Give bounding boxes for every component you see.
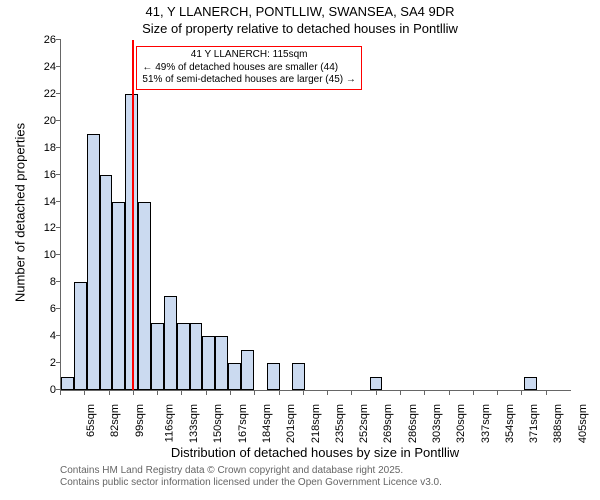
histogram-bar <box>61 377 74 390</box>
histogram-bar <box>177 323 190 390</box>
x-tick-mark <box>84 390 85 395</box>
x-axis: 65sqm 82sqm 99sqm 116sqm 133sqm 150sqm 167sqm 1… <box>60 390 570 445</box>
histogram-bar <box>112 202 125 390</box>
y-tick-label: 22 <box>0 88 56 100</box>
x-tick-mark <box>279 390 280 395</box>
x-tick-mark <box>351 390 352 395</box>
histogram-bar <box>202 336 215 390</box>
histogram-bar <box>215 336 228 390</box>
histogram-bar <box>292 363 305 390</box>
x-tick-label: 218sqm <box>310 404 322 443</box>
x-tick-mark <box>303 390 304 395</box>
x-tick-label: 82sqm <box>109 404 121 437</box>
histogram-bar <box>151 323 164 390</box>
x-tick-mark <box>254 390 255 395</box>
histogram-bar <box>138 202 151 390</box>
x-tick-mark <box>230 390 231 395</box>
x-tick-label: 371sqm <box>528 404 540 443</box>
histogram-bar <box>100 175 113 390</box>
x-tick-mark <box>424 390 425 395</box>
histogram-bar <box>190 323 203 390</box>
x-tick-mark <box>327 390 328 395</box>
x-tick-label: 65sqm <box>85 404 97 437</box>
x-tick-mark <box>109 390 110 395</box>
y-tick-label: 14 <box>0 196 56 208</box>
annotation-line: 41 Y LLANERCH: 115sqm <box>142 49 355 62</box>
y-tick-label: 12 <box>0 222 56 234</box>
property-marker-line <box>132 40 134 390</box>
y-tick-label: 8 <box>0 276 56 288</box>
x-tick-label: 252sqm <box>358 404 370 443</box>
annotation-line: 51% of semi-detached houses are larger (… <box>142 74 355 87</box>
x-tick-mark <box>376 390 377 395</box>
y-tick-label: 10 <box>0 249 56 261</box>
y-tick-label: 6 <box>0 303 56 315</box>
annotation-line: ← 49% of detached houses are smaller (44… <box>142 62 355 75</box>
histogram-bar <box>87 134 100 390</box>
x-tick-mark <box>497 390 498 395</box>
x-tick-label: 235sqm <box>334 404 346 443</box>
footer-line-1: Contains HM Land Registry data © Crown c… <box>60 465 442 477</box>
title-line-2: Size of property relative to detached ho… <box>0 21 600 38</box>
x-tick-label: 388sqm <box>553 404 565 443</box>
histogram-bar <box>241 350 254 390</box>
y-tick-label: 2 <box>0 357 56 369</box>
y-tick-label: 20 <box>0 115 56 127</box>
y-tick-label: 4 <box>0 330 56 342</box>
x-tick-mark <box>449 390 450 395</box>
histogram-bar <box>267 363 280 390</box>
x-tick-mark <box>181 390 182 395</box>
histogram-bar <box>164 296 177 390</box>
y-tick-label: 24 <box>0 61 56 73</box>
x-tick-label: 133sqm <box>188 404 200 443</box>
x-tick-label: 150sqm <box>213 404 225 443</box>
x-tick-label: 320sqm <box>455 404 467 443</box>
histogram-bar <box>74 282 87 390</box>
x-tick-label: 167sqm <box>237 404 249 443</box>
y-tick-label: 18 <box>0 142 56 154</box>
x-tick-label: 201sqm <box>285 404 297 443</box>
x-tick-mark <box>157 390 158 395</box>
histogram-plot: 41 Y LLANERCH: 115sqm← 49% of detached h… <box>60 40 571 391</box>
y-axis-label: Number of detached properties <box>13 113 28 313</box>
x-tick-label: 286sqm <box>407 404 419 443</box>
x-tick-mark <box>546 390 547 395</box>
x-tick-mark <box>521 390 522 395</box>
x-tick-label: 116sqm <box>163 404 175 442</box>
y-axis: 02468101214161820222426 <box>0 40 60 390</box>
y-tick-label: 0 <box>0 384 56 396</box>
x-tick-label: 99sqm <box>134 404 146 437</box>
x-tick-label: 184sqm <box>261 404 273 443</box>
annotation-box: 41 Y LLANERCH: 115sqm← 49% of detached h… <box>136 46 361 90</box>
x-tick-mark <box>400 390 401 395</box>
histogram-bar <box>370 377 383 390</box>
x-tick-mark <box>133 390 134 395</box>
x-tick-label: 405sqm <box>577 404 589 443</box>
histogram-bar <box>228 363 241 390</box>
x-axis-label: Distribution of detached houses by size … <box>60 445 570 460</box>
chart-title: 41, Y LLANERCH, PONTLLIW, SWANSEA, SA4 9… <box>0 0 600 38</box>
y-tick-label: 26 <box>0 34 56 46</box>
x-tick-mark <box>60 390 61 395</box>
x-tick-label: 354sqm <box>504 404 516 443</box>
y-tick-label: 16 <box>0 169 56 181</box>
histogram-bar <box>524 377 537 390</box>
x-tick-label: 303sqm <box>431 404 443 443</box>
x-tick-label: 337sqm <box>480 404 492 443</box>
chart-footer: Contains HM Land Registry data © Crown c… <box>60 465 442 489</box>
title-line-1: 41, Y LLANERCH, PONTLLIW, SWANSEA, SA4 9… <box>0 4 600 21</box>
x-tick-label: 269sqm <box>383 404 395 443</box>
footer-line-2: Contains public sector information licen… <box>60 477 442 489</box>
x-tick-mark <box>206 390 207 395</box>
x-tick-mark <box>473 390 474 395</box>
